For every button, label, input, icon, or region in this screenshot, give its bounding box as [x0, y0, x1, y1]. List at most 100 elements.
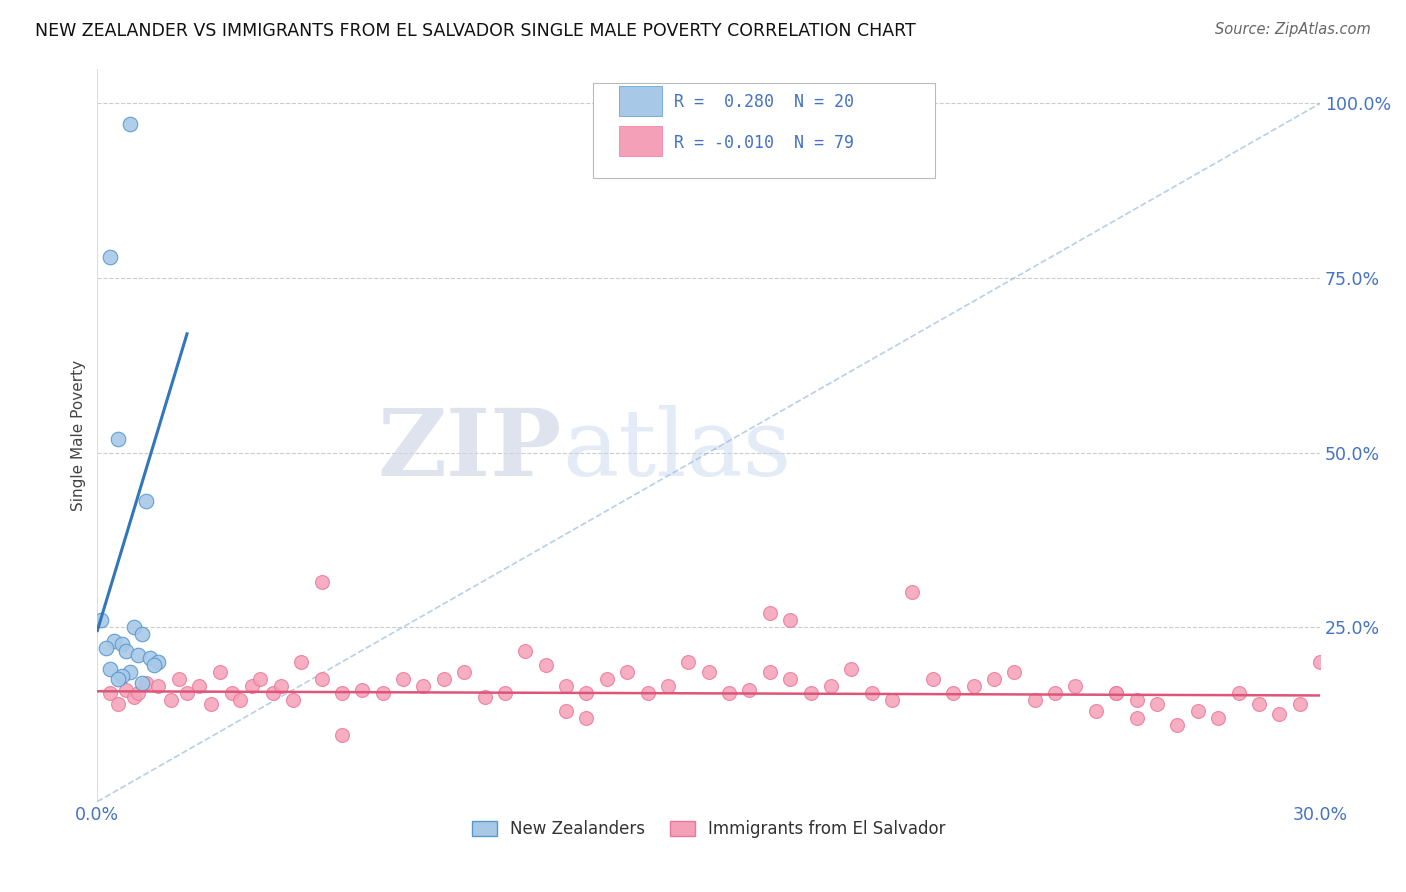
Point	[453, 665, 475, 680]
Point	[657, 679, 679, 693]
Point	[555, 679, 578, 693]
Point	[596, 673, 619, 687]
Bar	[620, 126, 662, 156]
Point	[176, 686, 198, 700]
Point	[779, 673, 801, 687]
Text: R =  0.280: R = 0.280	[675, 94, 775, 112]
Point	[229, 693, 252, 707]
Point	[270, 679, 292, 693]
Point	[1043, 686, 1066, 700]
Point	[118, 665, 141, 680]
Point	[1227, 686, 1250, 700]
Point	[135, 494, 157, 508]
Point	[901, 585, 924, 599]
Text: atlas: atlas	[562, 405, 792, 495]
Point	[122, 620, 145, 634]
Point	[115, 644, 138, 658]
Point	[330, 728, 353, 742]
Point	[290, 655, 312, 669]
Point	[1288, 697, 1310, 711]
Point	[107, 432, 129, 446]
Text: N = 79: N = 79	[794, 134, 855, 152]
Point	[779, 613, 801, 627]
Point	[962, 679, 984, 693]
Text: NEW ZEALANDER VS IMMIGRANTS FROM EL SALVADOR SINGLE MALE POVERTY CORRELATION CHA: NEW ZEALANDER VS IMMIGRANTS FROM EL SALV…	[35, 22, 915, 40]
Point	[143, 658, 166, 673]
Point	[98, 662, 121, 676]
Point	[98, 250, 121, 264]
Point	[371, 686, 394, 700]
Point	[167, 673, 190, 687]
Point	[1125, 693, 1147, 707]
Point	[127, 648, 149, 662]
Text: ZIP: ZIP	[378, 405, 562, 495]
Point	[249, 673, 271, 687]
Point	[135, 676, 157, 690]
Point	[1309, 655, 1331, 669]
Point	[1146, 697, 1168, 711]
Bar	[620, 86, 662, 116]
Point	[534, 658, 557, 673]
Point	[637, 686, 659, 700]
Point	[1024, 693, 1046, 707]
Point	[820, 679, 842, 693]
Point	[1105, 686, 1128, 700]
Point	[575, 711, 598, 725]
Point	[1125, 711, 1147, 725]
Point	[148, 655, 170, 669]
Point	[111, 638, 134, 652]
Point	[718, 686, 741, 700]
Point	[330, 686, 353, 700]
Point	[122, 690, 145, 704]
Point	[98, 686, 121, 700]
Point	[555, 704, 578, 718]
Point	[127, 686, 149, 700]
Point	[311, 673, 333, 687]
Point	[131, 627, 153, 641]
Point	[515, 644, 537, 658]
Point	[281, 693, 304, 707]
Point	[111, 669, 134, 683]
Point	[311, 574, 333, 589]
Point	[188, 679, 211, 693]
Point	[115, 682, 138, 697]
Point	[240, 679, 263, 693]
Point	[1247, 697, 1270, 711]
Point	[921, 673, 943, 687]
Point	[107, 697, 129, 711]
Point	[1084, 704, 1107, 718]
Point	[474, 690, 496, 704]
Point	[131, 676, 153, 690]
Point	[208, 665, 231, 680]
Point	[90, 613, 112, 627]
Text: R = -0.010: R = -0.010	[675, 134, 775, 152]
Point	[697, 665, 720, 680]
Point	[738, 682, 761, 697]
Point	[942, 686, 965, 700]
FancyBboxPatch shape	[592, 83, 935, 178]
Point	[107, 673, 129, 687]
Text: N = 20: N = 20	[794, 94, 855, 112]
Point	[352, 682, 374, 697]
Point	[839, 662, 862, 676]
Point	[159, 693, 181, 707]
Text: Source: ZipAtlas.com: Source: ZipAtlas.com	[1215, 22, 1371, 37]
Legend: New Zealanders, Immigrants from El Salvador: New Zealanders, Immigrants from El Salva…	[465, 814, 952, 845]
Point	[880, 693, 903, 707]
Point	[678, 655, 700, 669]
Point	[1002, 665, 1025, 680]
Point	[575, 686, 598, 700]
Point	[1206, 711, 1229, 725]
Point	[1187, 704, 1209, 718]
Point	[759, 665, 782, 680]
Point	[1064, 679, 1087, 693]
Point	[200, 697, 222, 711]
Point	[616, 665, 638, 680]
Y-axis label: Single Male Poverty: Single Male Poverty	[72, 359, 86, 510]
Point	[1166, 718, 1188, 732]
Point	[433, 673, 456, 687]
Point	[860, 686, 883, 700]
Point	[139, 651, 162, 665]
Point	[94, 640, 117, 655]
Point	[412, 679, 434, 693]
